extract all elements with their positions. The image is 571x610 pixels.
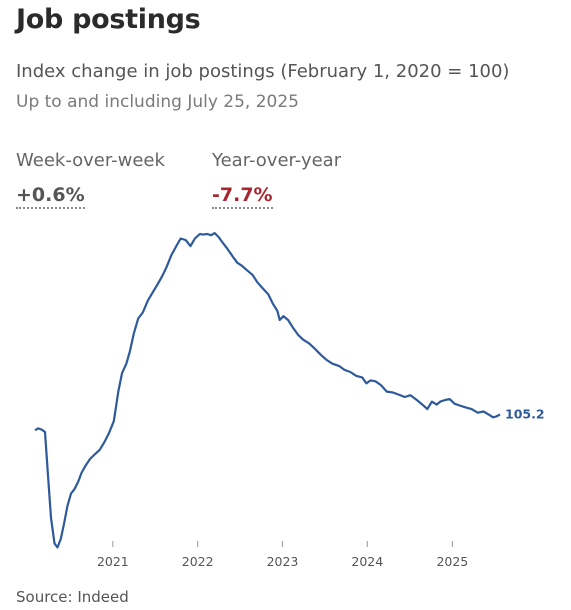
source-note: Source: Indeed xyxy=(16,588,129,606)
x-tick-label: 2023 xyxy=(267,554,299,569)
job-postings-line-chart: 2021 2022 2023 2024 2025 105.2 xyxy=(34,232,545,569)
series-line xyxy=(34,232,501,549)
date-note: Up to and including July 25, 2025 xyxy=(16,92,299,112)
page-title: Job postings xyxy=(16,4,201,35)
end-label-layer: 105.2 xyxy=(505,407,545,422)
x-tick-label: 2024 xyxy=(351,554,383,569)
x-tick-label: 2025 xyxy=(436,554,468,569)
series-layer xyxy=(34,232,501,549)
year-over-year-label: Year-over-year xyxy=(212,150,342,171)
end-value-label: 105.2 xyxy=(505,407,545,422)
year-over-year-value[interactable]: -7.7% xyxy=(212,184,273,209)
x-tick-label: 2022 xyxy=(182,554,214,569)
x-tick-label: 2021 xyxy=(97,554,129,569)
x-axis: 2021 2022 2023 2024 2025 xyxy=(97,541,468,569)
chart-subtitle: Index change in job postings (February 1… xyxy=(16,61,510,82)
week-over-week-label: Week-over-week xyxy=(16,150,165,171)
week-over-week-value[interactable]: +0.6% xyxy=(16,184,85,209)
